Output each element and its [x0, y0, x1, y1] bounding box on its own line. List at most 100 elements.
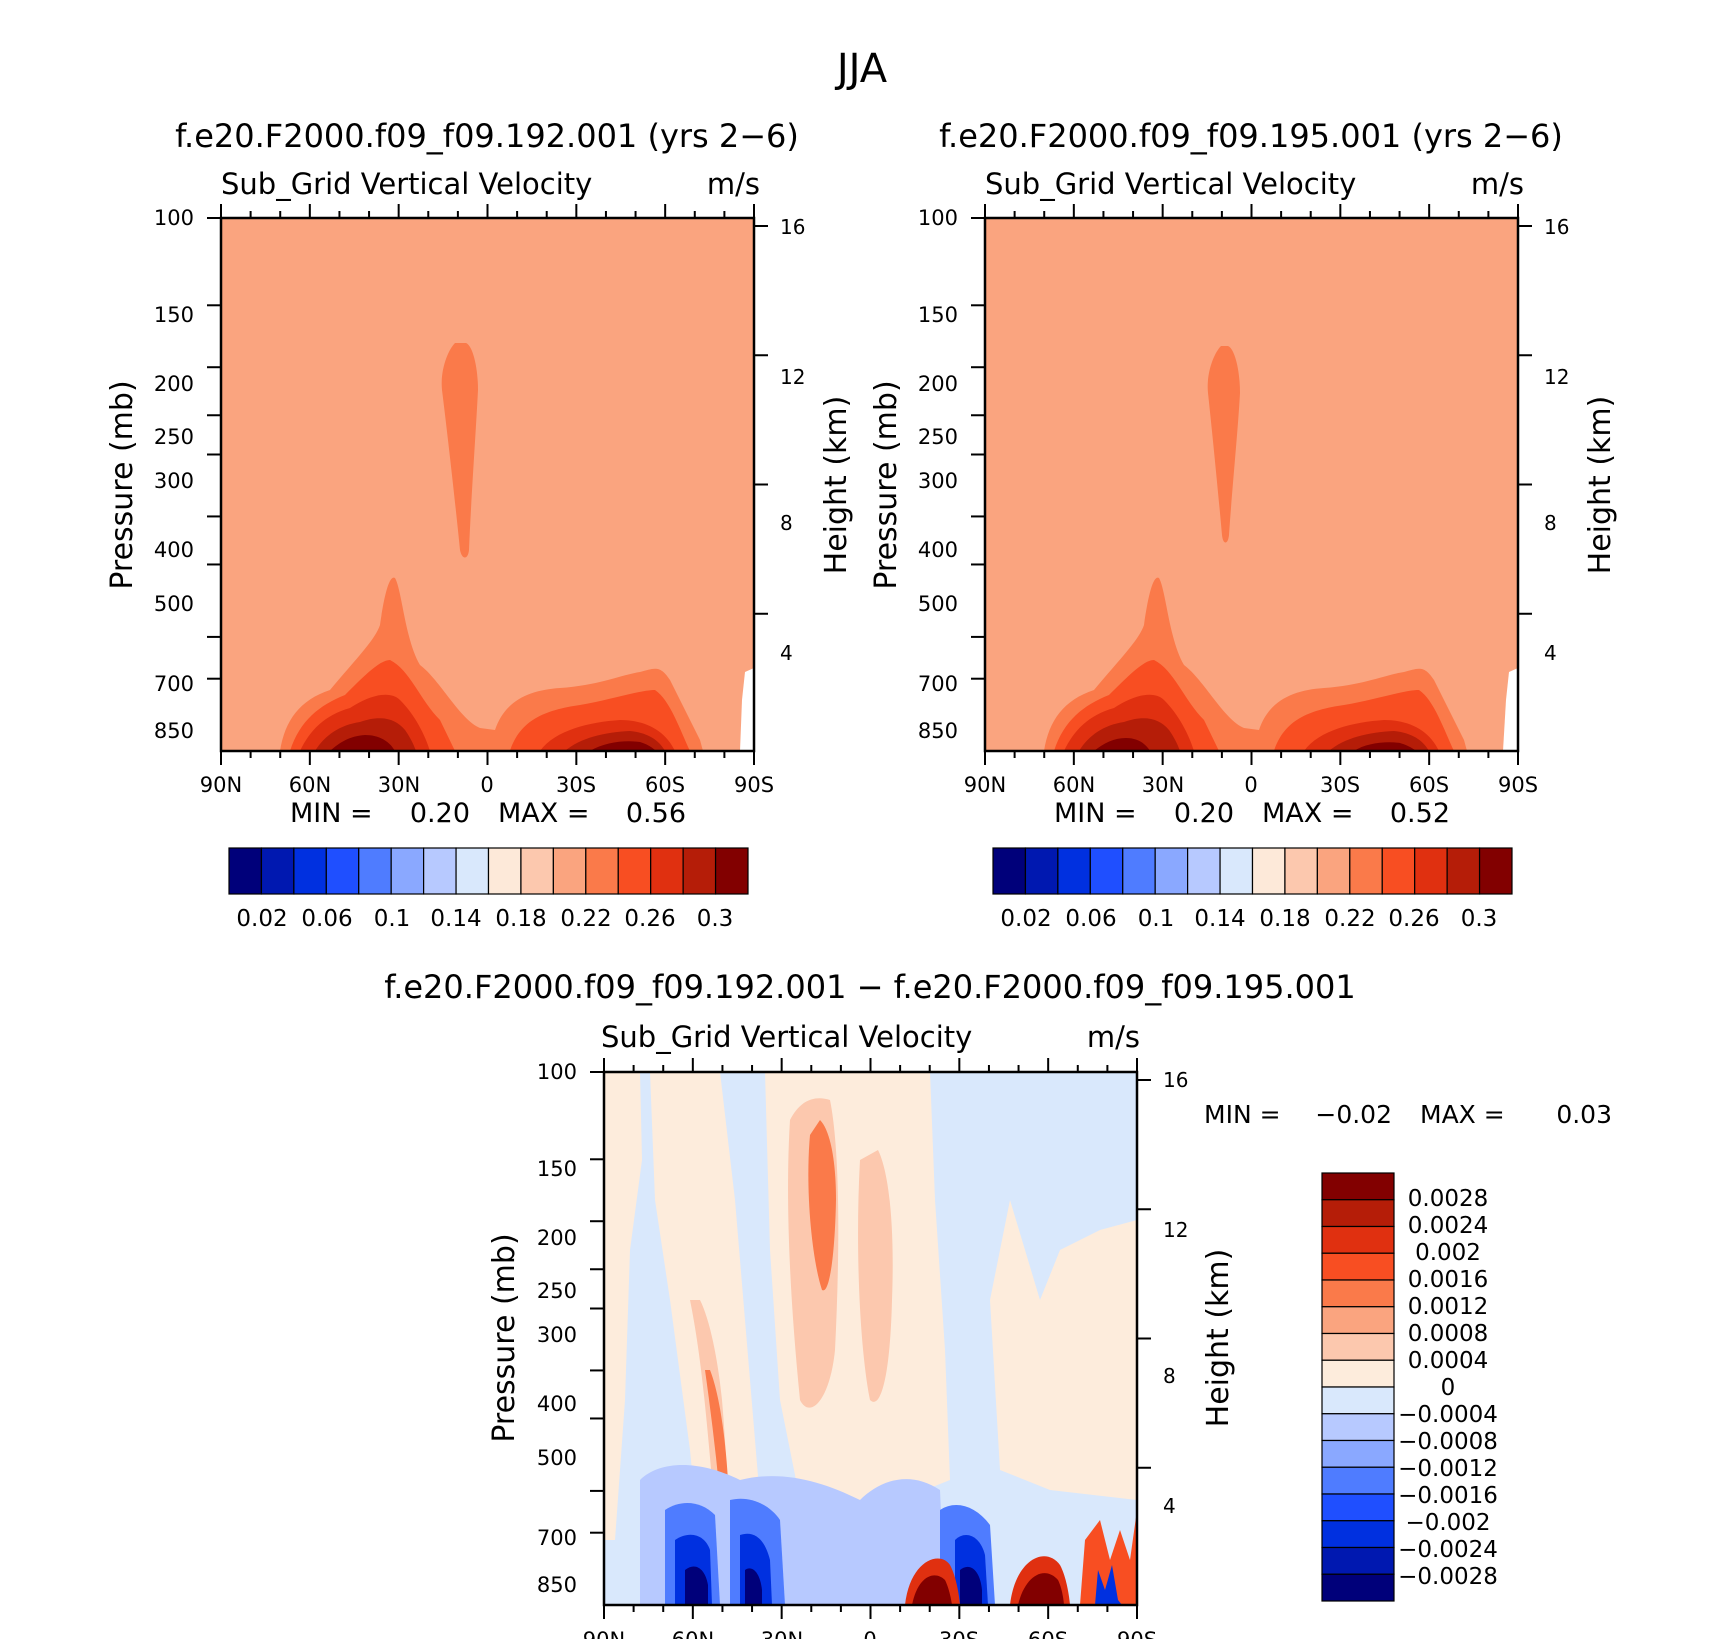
x-tick-label: 30N — [1142, 773, 1184, 797]
colorbar-tick-label: 0.0008 — [1408, 1321, 1488, 1347]
x-axis: 90N 60N 30N 0 30S 60S 90S — [583, 1628, 1157, 1639]
colorbar-tick-label: 0.22 — [1324, 906, 1375, 932]
height-tick-label: 12 — [780, 365, 805, 389]
colorbar-swatch — [682, 847, 717, 895]
panel-bottom-difference: f.e20.F2000.f09_f09.192.001 − f.e20.F200… — [384, 968, 1612, 1639]
y-axis-right: 16 12 8 4 — [780, 215, 805, 665]
min-value: −0.02 — [1315, 1100, 1392, 1129]
colorbar-tick-label: 0.0012 — [1408, 1294, 1488, 1320]
colorbar-tick-label: −0.0008 — [1398, 1429, 1498, 1455]
plot-field — [985, 218, 1518, 751]
field-upper-max — [1207, 346, 1240, 543]
field-contour-5 — [1094, 738, 1416, 751]
max-value: 0.56 — [626, 798, 686, 829]
colorbar-swatch — [1321, 1386, 1395, 1415]
field-upper-max — [441, 343, 478, 558]
colorbar-tick-label: −0.002 — [1405, 1510, 1490, 1536]
min-value: 0.20 — [410, 798, 470, 829]
field-positive-band — [808, 1120, 836, 1291]
x-tick-label: 30N — [761, 1628, 803, 1639]
x-tick-label: 60N — [1053, 773, 1095, 797]
max-label: MAX = — [498, 798, 589, 829]
colorbar-swatch — [1321, 1359, 1395, 1388]
panel-title: f.e20.F2000.f09_f09.192.001 − f.e20.F200… — [384, 968, 1356, 1006]
y-axis: 100 150 200 250 300 400 500 700 850 — [918, 206, 958, 743]
x-tick-label: 60S — [645, 773, 685, 797]
colorbar-swatch — [390, 847, 425, 895]
y-tick-label: 400 — [918, 538, 958, 562]
colorbar-swatch — [617, 847, 652, 895]
x-tick-label: 0 — [480, 773, 493, 797]
x-axis: 90N 60N 30N 0 30S 60S 90S — [964, 773, 1538, 797]
height-tick-label: 4 — [1163, 1494, 1176, 1518]
colorbar-swatch — [1187, 847, 1221, 895]
colorbar-labels: 0.02 0.06 0.1 0.14 0.18 0.22 0.26 0.3 — [1000, 906, 1497, 932]
colorbar-tick-label: 0.06 — [1065, 906, 1116, 932]
colorbar-swatch — [1349, 847, 1383, 895]
colorbar-swatch — [1321, 1493, 1395, 1522]
y-axis-label-right: Height (km) — [1583, 396, 1618, 575]
max-label: MAX = — [1262, 798, 1353, 829]
colorbar-swatch — [1321, 1172, 1395, 1201]
colorbar-swatch — [1321, 1332, 1395, 1361]
y-axis-label: Pressure (mb) — [105, 380, 140, 589]
colorbar-tick-label: 0.0016 — [1408, 1267, 1488, 1293]
panel-units: m/s — [1087, 1020, 1140, 1054]
colorbar-tick-label: 0.26 — [1388, 906, 1439, 932]
height-tick-label: 4 — [780, 641, 793, 665]
colorbar-swatch — [293, 847, 327, 895]
colorbar-swatch — [1321, 1573, 1395, 1602]
y-tick-label: 850 — [537, 1573, 577, 1597]
y-tick-label: 100 — [154, 206, 194, 230]
colorbar-swatch — [487, 847, 522, 895]
colorbar-tick-label: −0.0012 — [1398, 1456, 1498, 1482]
colorbar-tick-label: 0.18 — [1259, 906, 1310, 932]
colorbar-tick-label: 0.0028 — [1408, 1186, 1488, 1212]
y-tick-label: 250 — [918, 425, 958, 449]
y-tick-label: 150 — [154, 303, 194, 327]
colorbar-tick-label: 0.1 — [1138, 906, 1175, 932]
min-label: MIN = — [290, 798, 373, 829]
x-tick-label: 90N — [200, 773, 242, 797]
colorbar-tick-label: 0.26 — [624, 906, 675, 932]
colorbar-swatch — [552, 847, 587, 895]
colorbar-swatch — [1316, 847, 1351, 895]
colorbar-swatch — [585, 847, 619, 895]
field-positive-band — [604, 1072, 642, 1540]
colorbar-swatch — [1321, 1199, 1395, 1228]
x-tick-label: 90S — [1117, 1628, 1157, 1639]
x-tick-label: 30N — [378, 773, 420, 797]
max-label: MAX = — [1420, 1100, 1505, 1129]
colorbar-swatch — [325, 847, 360, 895]
height-tick-label: 8 — [780, 511, 793, 535]
colorbar-swatch — [1321, 1225, 1395, 1254]
panel-subtitle: Sub_Grid Vertical Velocity — [985, 167, 1356, 201]
colorbar-swatch — [1057, 847, 1091, 895]
colorbar-tick-label: 0.3 — [1461, 906, 1498, 932]
colorbar-swatch — [228, 847, 263, 895]
height-tick-label: 16 — [780, 215, 805, 239]
y-tick-label: 150 — [918, 303, 958, 327]
colorbar-swatch — [423, 847, 457, 895]
y-tick-label: 300 — [537, 1323, 577, 1347]
colorbar-tick-label: −0.0016 — [1398, 1483, 1498, 1509]
height-tick-label: 12 — [1163, 1218, 1188, 1242]
y-tick-label: 150 — [537, 1157, 577, 1181]
colorbar-swatch — [1321, 1306, 1395, 1335]
x-tick-label: 0 — [863, 1628, 876, 1639]
colorbar-tick-label: 0.02 — [1000, 906, 1051, 932]
height-tick-label: 8 — [1163, 1364, 1176, 1388]
y-tick-label: 200 — [154, 372, 194, 396]
colorbar-swatch — [1381, 847, 1416, 895]
y-tick-label: 400 — [537, 1392, 577, 1416]
y-tick-label: 700 — [154, 672, 194, 696]
y-tick-label: 700 — [537, 1526, 577, 1550]
field-contour-4 — [315, 718, 665, 751]
x-tick-label: 60S — [1409, 773, 1449, 797]
y-axis-right: 16 12 8 4 — [1163, 1068, 1188, 1518]
y-tick-label: 500 — [537, 1446, 577, 1470]
y-tick-label: 100 — [537, 1060, 577, 1084]
colorbar-swatch — [1414, 847, 1448, 895]
y-tick-label: 250 — [154, 425, 194, 449]
